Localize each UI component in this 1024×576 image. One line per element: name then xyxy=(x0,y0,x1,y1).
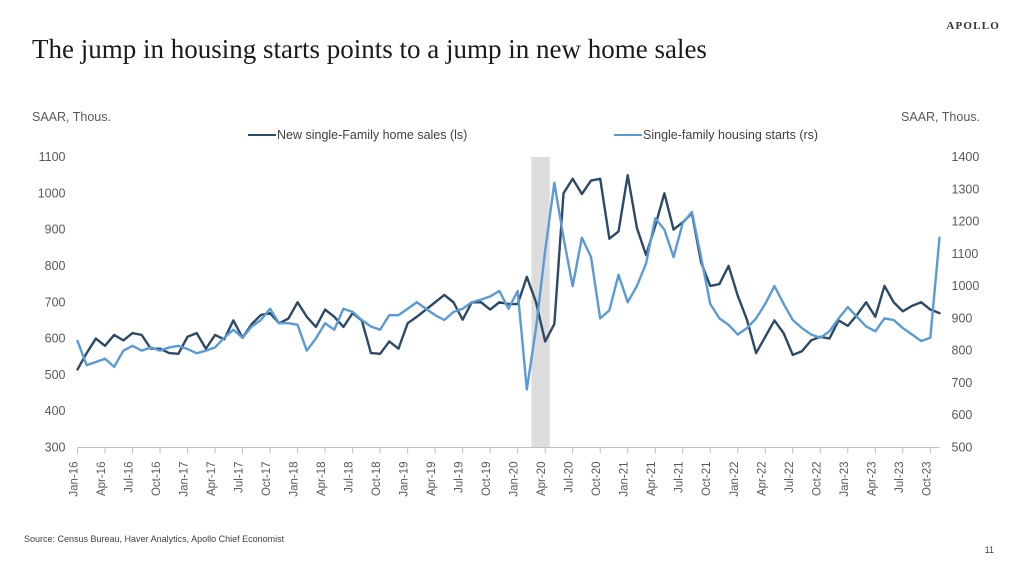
svg-text:Jan-17: Jan-17 xyxy=(179,462,191,497)
svg-text:Jan-23: Jan-23 xyxy=(839,462,851,497)
svg-text:1300: 1300 xyxy=(952,182,980,196)
svg-text:900: 900 xyxy=(45,223,66,237)
svg-text:Oct-23: Oct-23 xyxy=(921,462,933,497)
svg-text:800: 800 xyxy=(952,344,973,358)
svg-text:Apr-17: Apr-17 xyxy=(206,462,218,497)
svg-text:Jul-17: Jul-17 xyxy=(234,462,246,493)
svg-text:Jan-18: Jan-18 xyxy=(289,462,301,497)
svg-text:Oct-18: Oct-18 xyxy=(371,462,383,497)
svg-text:Jan-16: Jan-16 xyxy=(69,462,81,497)
svg-text:1000: 1000 xyxy=(38,186,66,200)
svg-text:600: 600 xyxy=(952,408,973,422)
svg-text:1200: 1200 xyxy=(952,215,980,229)
svg-text:800: 800 xyxy=(45,259,66,273)
svg-text:1100: 1100 xyxy=(952,247,979,261)
svg-text:Apr-20: Apr-20 xyxy=(536,462,548,497)
svg-text:Jan-19: Jan-19 xyxy=(399,462,411,497)
svg-text:1100: 1100 xyxy=(39,150,66,164)
svg-text:Oct-19: Oct-19 xyxy=(481,462,493,497)
svg-text:300: 300 xyxy=(45,441,66,455)
svg-text:Oct-20: Oct-20 xyxy=(591,462,603,497)
svg-text:Jul-20: Jul-20 xyxy=(564,462,576,493)
svg-text:600: 600 xyxy=(45,332,66,346)
svg-text:Oct-21: Oct-21 xyxy=(701,462,713,497)
svg-text:500: 500 xyxy=(952,441,973,455)
svg-text:Jan-20: Jan-20 xyxy=(509,462,521,497)
svg-text:400: 400 xyxy=(45,404,66,418)
svg-text:Apr-23: Apr-23 xyxy=(866,462,878,497)
svg-text:Jul-22: Jul-22 xyxy=(784,462,796,493)
svg-text:Oct-17: Oct-17 xyxy=(261,462,273,497)
svg-text:Jan-22: Jan-22 xyxy=(729,462,741,497)
svg-text:1000: 1000 xyxy=(952,279,980,293)
svg-text:500: 500 xyxy=(45,368,66,382)
svg-text:Apr-16: Apr-16 xyxy=(96,462,108,497)
svg-text:Jul-19: Jul-19 xyxy=(454,462,466,493)
svg-text:Jul-21: Jul-21 xyxy=(674,462,686,493)
svg-text:Apr-22: Apr-22 xyxy=(756,462,768,497)
svg-text:700: 700 xyxy=(45,295,66,309)
svg-text:900: 900 xyxy=(952,311,973,325)
svg-text:Apr-19: Apr-19 xyxy=(426,462,438,497)
svg-text:1400: 1400 xyxy=(952,150,980,164)
svg-text:Jul-18: Jul-18 xyxy=(344,462,356,493)
svg-text:Oct-16: Oct-16 xyxy=(151,462,163,497)
svg-text:Oct-22: Oct-22 xyxy=(811,462,823,497)
svg-text:Apr-18: Apr-18 xyxy=(316,462,328,497)
svg-text:Jul-23: Jul-23 xyxy=(894,462,906,493)
svg-text:Apr-21: Apr-21 xyxy=(646,462,658,497)
svg-text:Jan-21: Jan-21 xyxy=(619,462,631,497)
svg-text:Jul-16: Jul-16 xyxy=(124,462,136,493)
svg-text:700: 700 xyxy=(952,376,973,390)
